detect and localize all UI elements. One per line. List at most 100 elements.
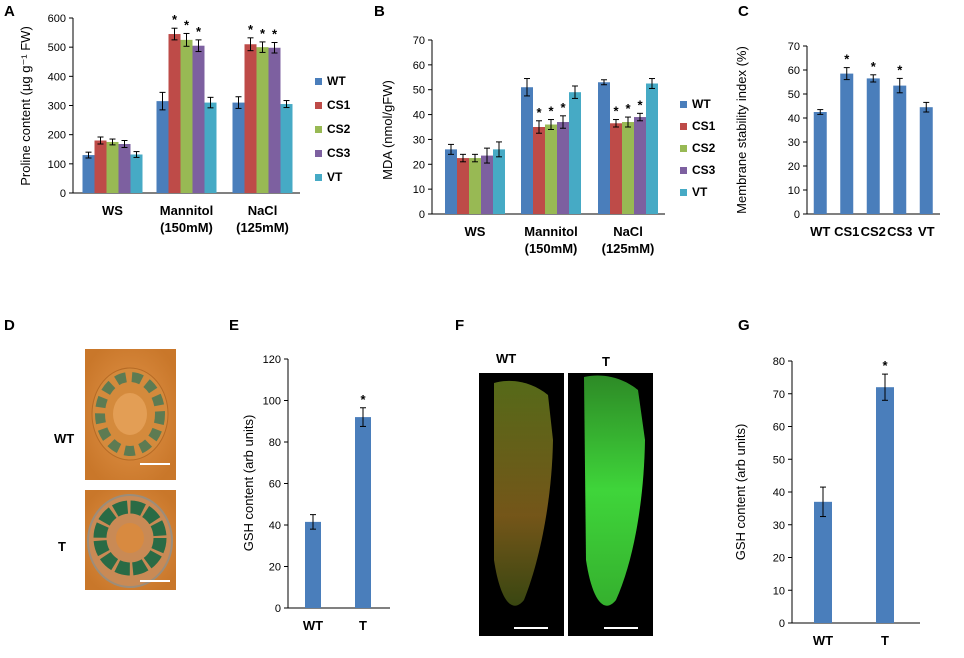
y-tick-label: 50 xyxy=(413,85,425,97)
significance-mark: * xyxy=(184,17,190,32)
chart-g-gsh: 0 10 20 30 40 50 60 70 80 GSH content (arb units)… xyxy=(733,356,920,648)
chart-b-mda: 0 10 20 30 40 50 60 70 MDA (nmol/gFW) WS * * * Mannit… xyxy=(380,35,716,256)
panel-letter-d: D xyxy=(4,317,15,334)
bar-vt xyxy=(919,107,933,214)
legend-label-cs3: CS3 xyxy=(327,146,351,160)
bar-t xyxy=(876,387,894,623)
y-tick-label: 30 xyxy=(773,520,785,532)
y-tick-label: 0 xyxy=(779,618,785,630)
chart-e-gsh: 0 20 40 60 80 100 120 GSH content (arb units) WT… xyxy=(241,354,390,633)
significance-mark: * xyxy=(360,392,366,407)
panel-letter-b: B xyxy=(374,3,385,20)
significance-mark: * xyxy=(897,62,903,77)
bar-wt xyxy=(445,149,457,214)
panel-d-images: WT T xyxy=(54,349,176,590)
y-tick-label: 0 xyxy=(60,188,66,200)
significance-mark: * xyxy=(248,22,254,37)
legend-swatch-cs1 xyxy=(315,102,322,109)
significance-mark: * xyxy=(172,12,178,27)
category-label: CS1 xyxy=(834,224,859,239)
bar-cs1 xyxy=(533,127,545,214)
group-label: WS xyxy=(102,203,123,218)
y-tick-label: 20 xyxy=(413,159,425,171)
y-tick-label: 20 xyxy=(788,161,800,173)
group-label: (125mM) xyxy=(602,241,655,256)
bar-cs1 xyxy=(168,34,181,193)
bar-cs2 xyxy=(180,39,193,193)
legend-swatch-cs2 xyxy=(680,145,687,152)
image-label-d-wt: WT xyxy=(54,431,74,446)
legend-swatch-cs3 xyxy=(315,150,322,157)
bar-cs1 xyxy=(94,140,107,193)
panel-f-images: WT T xyxy=(479,351,653,636)
image-label-f-wt: WT xyxy=(496,351,516,366)
bar-vt xyxy=(204,102,217,193)
bar-cs3 xyxy=(634,117,646,214)
bar-cs3 xyxy=(481,155,493,214)
root-tip-wt xyxy=(494,380,553,606)
panel-letter-g: G xyxy=(738,317,750,334)
panel-letter-c: C xyxy=(738,3,749,20)
significance-mark: * xyxy=(625,101,631,116)
legend-swatch-cs2 xyxy=(315,126,322,133)
significance-mark: * xyxy=(196,24,202,39)
group-label: (125mM) xyxy=(236,220,289,235)
y-tick-label: 10 xyxy=(773,585,785,597)
bar-cs3 xyxy=(118,144,131,193)
y-tick-label: 10 xyxy=(788,185,800,197)
y-tick-label: 30 xyxy=(413,134,425,146)
bar-wt xyxy=(521,87,533,214)
bar-wt xyxy=(305,521,321,608)
bar-wt xyxy=(82,155,95,193)
y-tick-label: 100 xyxy=(48,159,66,171)
chart-a-proline: 0 100 200 300 400 500 600 Proline content (µg g… xyxy=(18,12,351,235)
bar-cs2 xyxy=(866,78,880,215)
bar-wt xyxy=(156,101,169,193)
y-tick-label: 70 xyxy=(413,35,425,47)
y-tick-label: 20 xyxy=(269,562,281,574)
bar-cs1 xyxy=(840,73,854,214)
y-tick-label: 400 xyxy=(48,71,66,83)
y-axis-label-a: Proline content (µg g⁻¹ FW) xyxy=(18,26,33,186)
bar-wt xyxy=(813,112,827,214)
y-tick-label: 50 xyxy=(773,454,785,466)
legend-swatch-vt xyxy=(680,189,687,196)
bar-cs2 xyxy=(469,158,481,214)
root-tip-t xyxy=(584,375,645,606)
bar-cs1 xyxy=(244,44,257,193)
legend-swatch-wt xyxy=(315,78,322,85)
y-tick-label: 40 xyxy=(773,487,785,499)
y-tick-label: 0 xyxy=(794,209,800,221)
group-label: WS xyxy=(465,224,486,239)
image-label-d-t: T xyxy=(58,539,66,554)
bar-cs2 xyxy=(545,124,557,214)
y-tick-label: 10 xyxy=(413,184,425,196)
bar-cs3 xyxy=(192,45,205,194)
group-label: Mannitol xyxy=(524,224,577,239)
y-tick-label: 40 xyxy=(269,520,281,532)
y-tick-label: 100 xyxy=(263,396,281,408)
group-label: NaCl xyxy=(613,224,643,239)
y-tick-label: 60 xyxy=(788,65,800,77)
category-label: VT xyxy=(918,224,935,239)
y-tick-label: 0 xyxy=(275,603,281,615)
y-tick-label: 120 xyxy=(263,354,281,366)
legend-swatch-cs3 xyxy=(680,167,687,174)
group-label: Mannitol xyxy=(160,203,213,218)
bar-wt xyxy=(814,501,832,623)
group-label: (150mM) xyxy=(525,241,578,256)
y-tick-label: 30 xyxy=(788,137,800,149)
bar-wt xyxy=(232,102,245,193)
bar-cs2 xyxy=(106,141,119,193)
significance-mark: * xyxy=(536,105,542,120)
significance-mark: * xyxy=(613,104,619,119)
bar-vt xyxy=(130,154,143,193)
bar-vt xyxy=(569,92,581,214)
panel-letter-e: E xyxy=(229,317,239,334)
stain-ring-t xyxy=(93,500,167,576)
chart-c-membrane-stability: 0 10 20 30 40 50 60 70 Membrane stability index … xyxy=(734,41,940,239)
cell-center-t xyxy=(116,523,144,553)
significance-mark: * xyxy=(260,26,266,41)
legend-label-wt: WT xyxy=(327,74,346,88)
legend-swatch-wt xyxy=(680,101,687,108)
